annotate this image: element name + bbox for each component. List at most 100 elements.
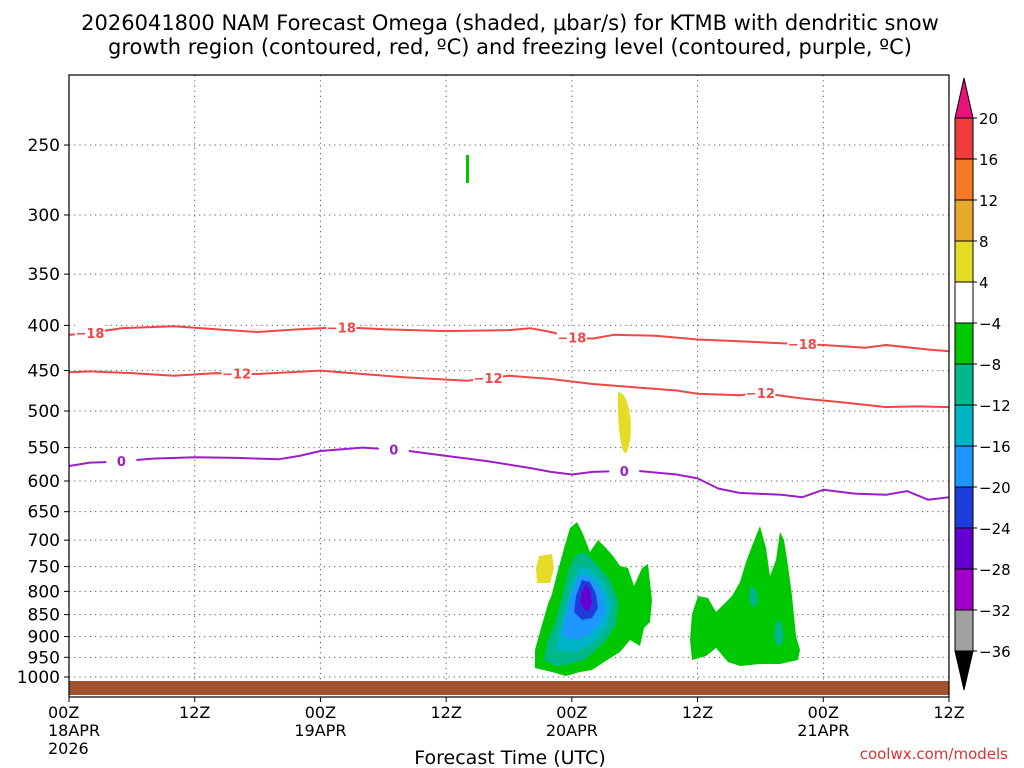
y-tick-label: 500 (28, 402, 60, 422)
x-tick-label: 12Z (682, 703, 713, 722)
x-tick-label: 00Z (808, 703, 839, 722)
x-tick-label: 12Z (179, 703, 210, 722)
y-tick-label: 250 (28, 136, 60, 156)
colorbar-label: 8 (979, 233, 989, 251)
surface-ground-band (69, 681, 949, 695)
colorbar: 20 16 12 8 4 −4 −8 −12 −16 −20 −24 −28 −32 −36 (954, 77, 1011, 691)
colorbar-box-5 (954, 322, 974, 365)
colorbar-label: −36 (979, 643, 1011, 661)
plot-area (69, 75, 949, 697)
contour-label: −18 (557, 332, 586, 347)
colorbar-label: −16 (979, 438, 1011, 456)
colorbar-label: −24 (979, 520, 1011, 538)
colorbar-box-9 (954, 486, 974, 529)
y-tick-label: 650 (28, 503, 60, 523)
contour-label-bg (609, 462, 640, 479)
x-tick-label: 21APR (797, 721, 849, 740)
x-tick-label: 00Z (305, 703, 336, 722)
y-tick-label: 750 (28, 558, 60, 578)
y-tick-label: 900 (28, 628, 60, 648)
contour-line-2 (68, 446, 950, 501)
chart-title-line-1: 2026041800 NAM Forecast Omega (shaded, μ… (81, 11, 939, 35)
colorbar-label: −8 (979, 356, 1001, 374)
x-tick-label: 20APR (546, 721, 598, 740)
x-tick-label: 18APR (48, 721, 100, 740)
y-tick-label: 300 (28, 206, 60, 226)
omega-cell-yellow-500 (617, 392, 631, 454)
y-tick-label: 950 (28, 648, 60, 668)
y-tick-label: 600 (28, 472, 60, 492)
y-tick-label: 850 (28, 606, 60, 626)
y-tick-label: 700 (28, 531, 60, 551)
omega-cell-yellow-760 (536, 554, 554, 583)
contour-label: 0 (620, 465, 629, 480)
colorbar-label: −20 (979, 479, 1011, 497)
contour-label-bg (787, 336, 818, 353)
contour-line-1 (68, 369, 950, 409)
y-tick-label: 800 (28, 582, 60, 602)
contour-label-bg (74, 324, 105, 341)
colorbar-top-triangle (954, 77, 974, 119)
colorbar-box-4 (954, 281, 974, 324)
colorbar-box-10 (954, 527, 974, 570)
credit-text: coolwx.com/models (860, 745, 1008, 763)
y-tick-label: 350 (28, 265, 60, 285)
chart-title-line-2: growth region (contoured, red, ºC) and f… (108, 35, 912, 59)
omega-shading (466, 155, 800, 676)
contour-label: −12 (746, 387, 775, 402)
contour-label: −12 (222, 368, 251, 383)
plot-frame (68, 74, 950, 698)
colorbar-label: −4 (979, 315, 1001, 333)
omega-column-2-teal-a (749, 586, 758, 607)
contour-label: −18 (75, 327, 104, 342)
colorbar-box-2 (954, 199, 974, 242)
contour-label: 0 (389, 444, 398, 459)
omega-column-1-purple (580, 584, 592, 612)
axes: 2503003504004505005506006507007508008509… (17, 136, 965, 758)
x-tick-label: 12Z (933, 703, 964, 722)
grid-lines (69, 75, 949, 697)
contour-label: −18 (788, 338, 817, 353)
contour-label-bg (326, 319, 357, 336)
contour-label-bg (106, 453, 137, 470)
omega-column-2-green (690, 526, 800, 666)
contour-label: −12 (474, 372, 503, 387)
contour-label-bg (473, 370, 504, 387)
x-tick-label: 00Z (48, 703, 79, 722)
x-tick-label: 2026 (48, 739, 89, 758)
colorbar-box-12 (954, 609, 974, 652)
y-tick-label: 550 (28, 439, 60, 459)
colorbar-box-0 (954, 117, 974, 160)
colorbar-box-1 (954, 158, 974, 201)
contour-label: −18 (327, 321, 356, 336)
colorbar-box-7 (954, 404, 974, 447)
omega-cell-upper-green (466, 155, 469, 183)
contour-label: 0 (117, 455, 126, 470)
y-tick-label: 450 (28, 362, 60, 382)
contour-line-0 (68, 325, 950, 353)
contour-label-bg (378, 441, 409, 458)
omega-column-2-teal-b (774, 620, 784, 646)
colorbar-label: −32 (979, 602, 1011, 620)
colorbar-box-3 (954, 240, 974, 283)
colorbar-bottom-triangle (954, 650, 974, 691)
contour-label-bg (745, 384, 776, 401)
colorbar-box-11 (954, 568, 974, 611)
colorbar-box-8 (954, 445, 974, 488)
x-tick-label: 00Z (556, 703, 587, 722)
x-axis-label: Forecast Time (UTC) (414, 747, 605, 768)
colorbar-label: 16 (979, 151, 998, 169)
temperature-contours: −18 −18 −18 −18 −12 −12 −12 0 0 0 (68, 319, 950, 501)
colorbar-label: 20 (979, 110, 998, 128)
colorbar-box-6 (954, 363, 974, 406)
y-tick-label: 400 (28, 316, 60, 336)
colorbar-label: 12 (979, 192, 998, 210)
colorbar-label: 4 (979, 274, 989, 292)
colorbar-label: −28 (979, 561, 1011, 579)
contour-label-bg (556, 329, 587, 346)
y-tick-label: 1000 (17, 668, 60, 688)
contour-label-bg (221, 365, 252, 382)
x-tick-label: 12Z (430, 703, 461, 722)
x-tick-label: 19APR (294, 721, 346, 740)
